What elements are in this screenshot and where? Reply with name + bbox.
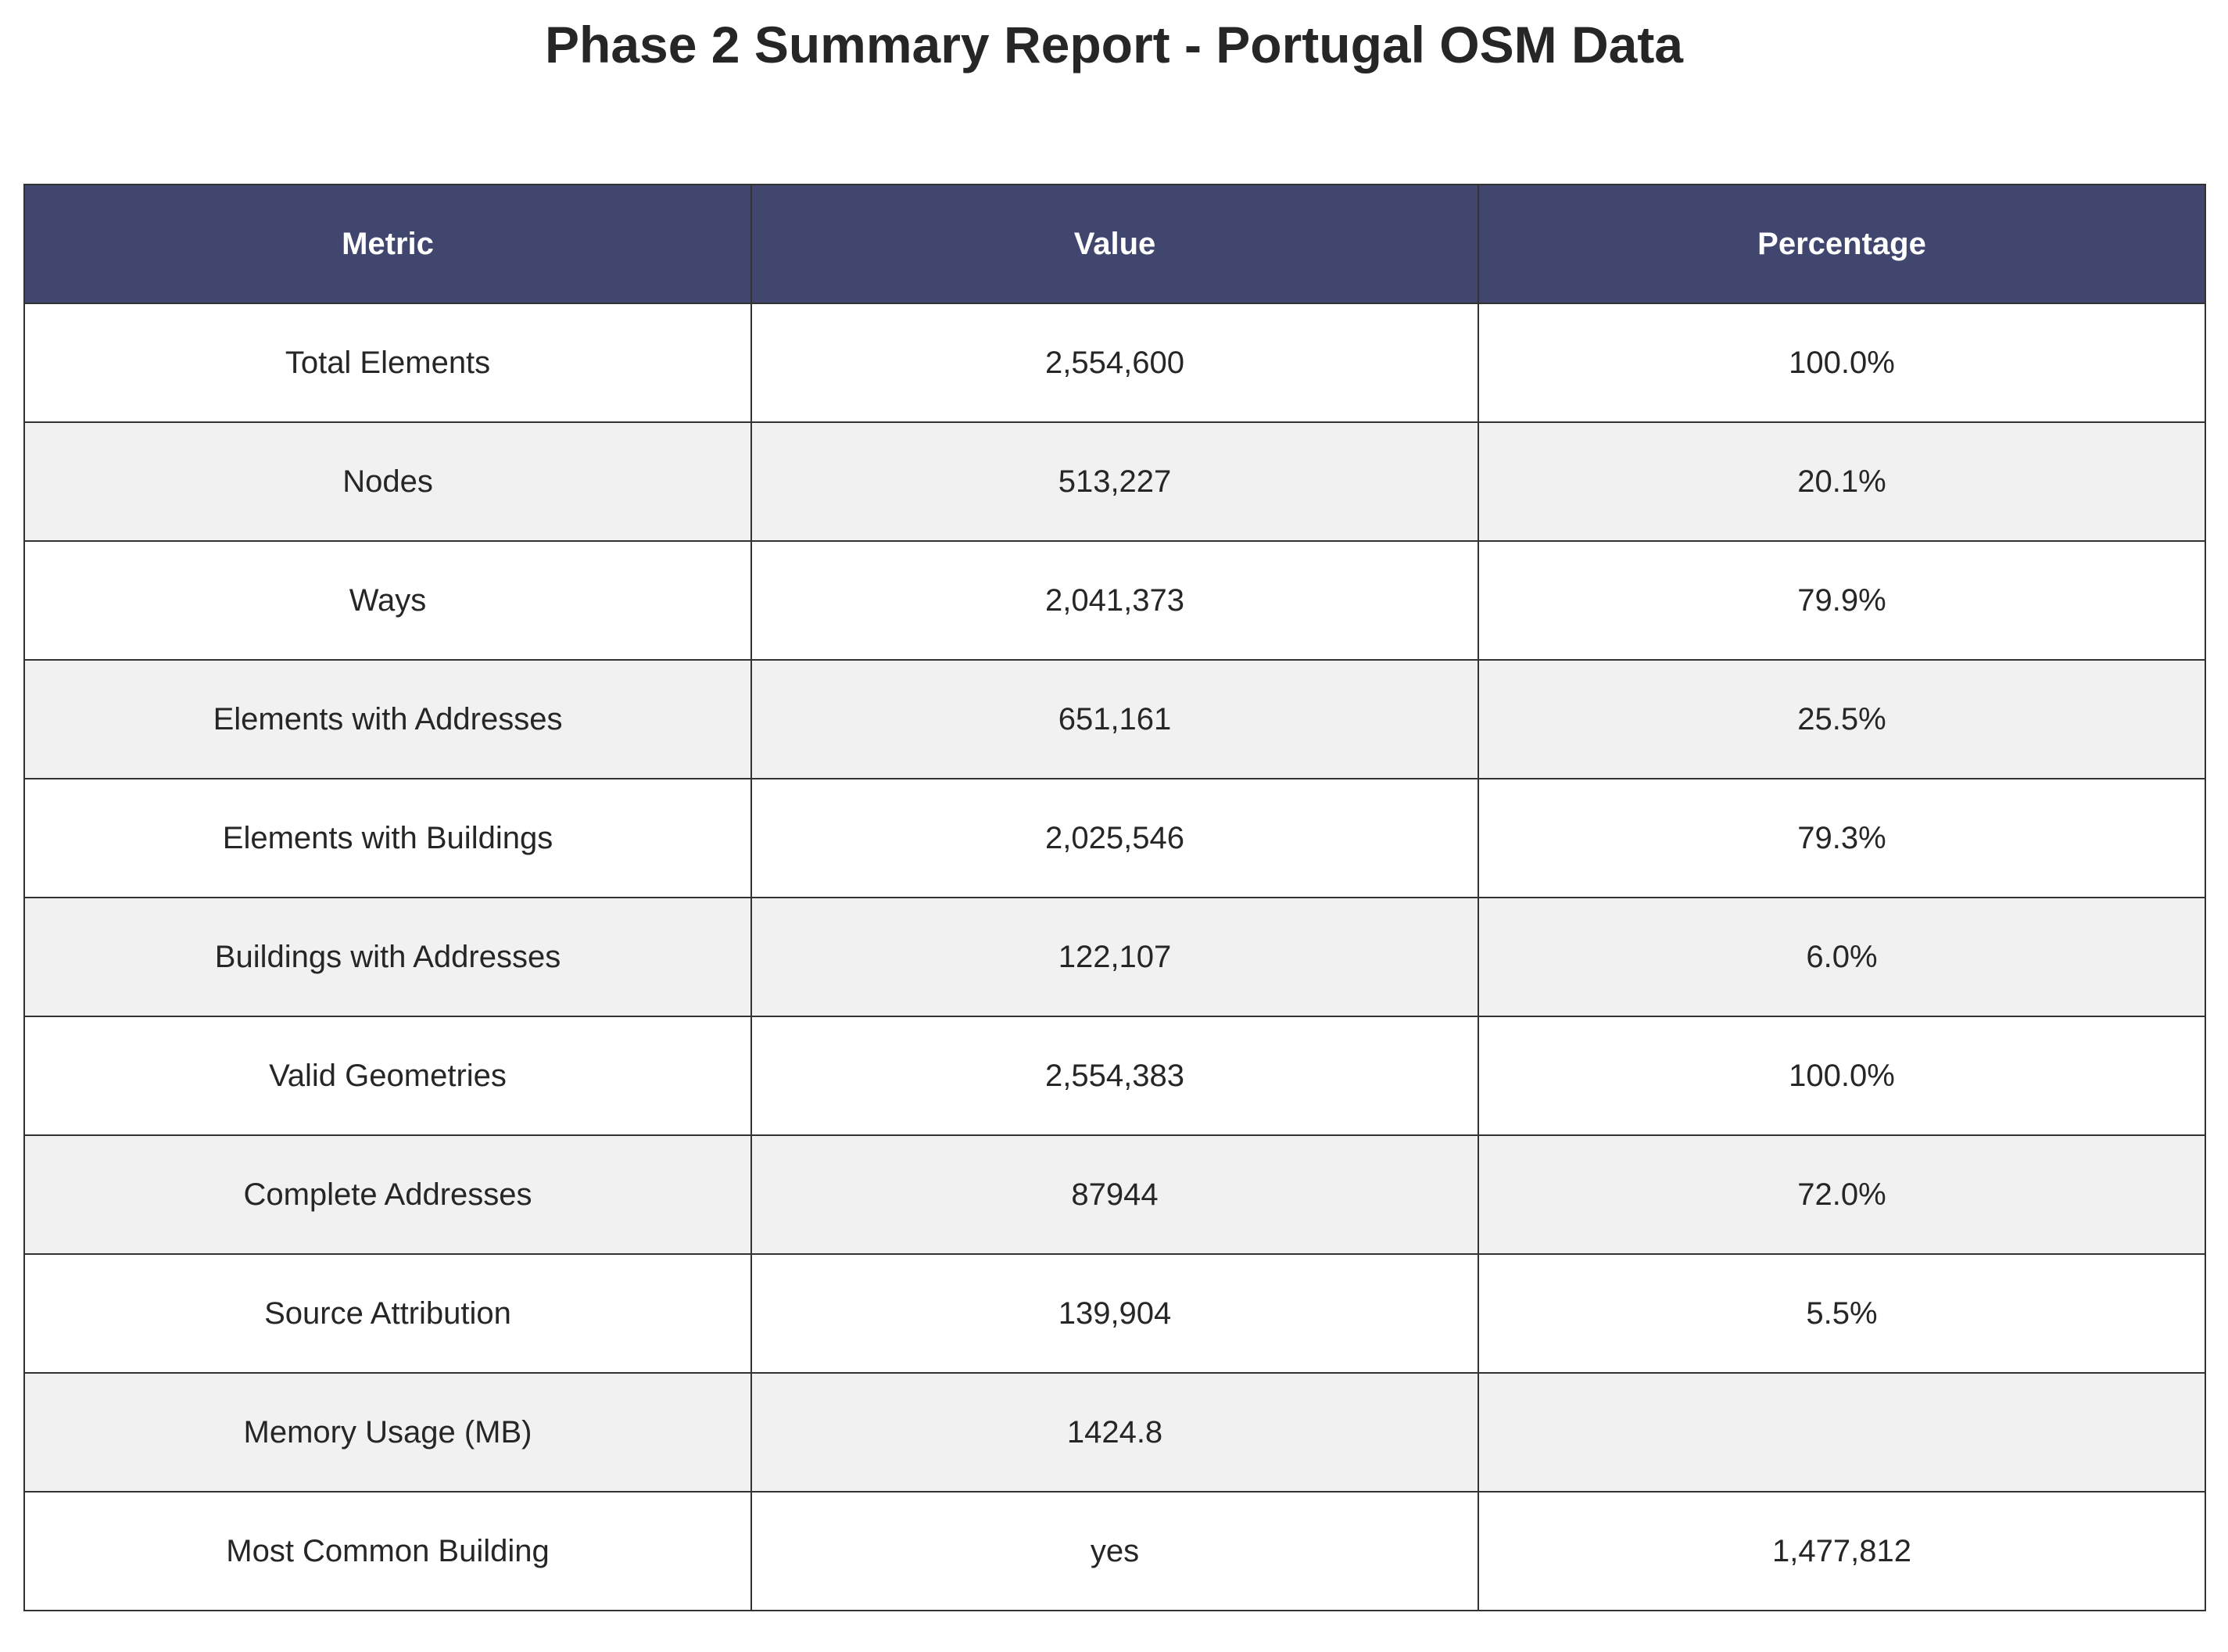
value-cell: 2,025,546 bbox=[751, 779, 1478, 898]
metric-cell: Valid Geometries bbox=[24, 1016, 751, 1135]
table-header-row: Metric Value Percentage bbox=[24, 185, 2205, 303]
percentage-cell bbox=[1478, 1373, 2205, 1492]
value-cell: 2,554,600 bbox=[751, 303, 1478, 422]
percentage-cell: 79.3% bbox=[1478, 779, 2205, 898]
table-row: Elements with Addresses 651,161 25.5% bbox=[24, 660, 2205, 779]
value-cell: 2,041,373 bbox=[751, 541, 1478, 660]
metric-cell: Ways bbox=[24, 541, 751, 660]
table-row: Elements with Buildings 2,025,546 79.3% bbox=[24, 779, 2205, 898]
report-title: Phase 2 Summary Report - Portugal OSM Da… bbox=[0, 9, 2228, 80]
value-cell: yes bbox=[751, 1492, 1478, 1611]
table-row: Ways 2,041,373 79.9% bbox=[24, 541, 2205, 660]
percentage-cell: 100.0% bbox=[1478, 1016, 2205, 1135]
value-cell: 1424.8 bbox=[751, 1373, 1478, 1492]
value-cell: 87944 bbox=[751, 1135, 1478, 1254]
table-row: Most Common Building yes 1,477,812 bbox=[24, 1492, 2205, 1611]
percentage-cell: 6.0% bbox=[1478, 898, 2205, 1016]
table-row: Nodes 513,227 20.1% bbox=[24, 422, 2205, 541]
metric-cell: Elements with Buildings bbox=[24, 779, 751, 898]
value-cell: 122,107 bbox=[751, 898, 1478, 1016]
table-row: Buildings with Addresses 122,107 6.0% bbox=[24, 898, 2205, 1016]
metric-cell: Complete Addresses bbox=[24, 1135, 751, 1254]
percentage-cell: 25.5% bbox=[1478, 660, 2205, 779]
table-body: Total Elements 2,554,600 100.0% Nodes 513,22… bbox=[24, 303, 2205, 1611]
percentage-cell: 20.1% bbox=[1478, 422, 2205, 541]
metric-cell: Most Common Building bbox=[24, 1492, 751, 1611]
percentage-cell: 100.0% bbox=[1478, 303, 2205, 422]
percentage-cell: 1,477,812 bbox=[1478, 1492, 2205, 1611]
table-row: Complete Addresses 87944 72.0% bbox=[24, 1135, 2205, 1254]
header-percentage: Percentage bbox=[1478, 185, 2205, 303]
metric-cell: Buildings with Addresses bbox=[24, 898, 751, 1016]
table-row: Total Elements 2,554,600 100.0% bbox=[24, 303, 2205, 422]
metric-cell: Source Attribution bbox=[24, 1254, 751, 1373]
percentage-cell: 79.9% bbox=[1478, 541, 2205, 660]
table-row: Valid Geometries 2,554,383 100.0% bbox=[24, 1016, 2205, 1135]
header-value: Value bbox=[751, 185, 1478, 303]
value-cell: 2,554,383 bbox=[751, 1016, 1478, 1135]
value-cell: 139,904 bbox=[751, 1254, 1478, 1373]
summary-table: Metric Value Percentage Total Elements 2,… bbox=[23, 184, 2206, 1611]
table-row: Source Attribution 139,904 5.5% bbox=[24, 1254, 2205, 1373]
value-cell: 651,161 bbox=[751, 660, 1478, 779]
metric-cell: Memory Usage (MB) bbox=[24, 1373, 751, 1492]
percentage-cell: 72.0% bbox=[1478, 1135, 2205, 1254]
metric-cell: Nodes bbox=[24, 422, 751, 541]
table-row: Memory Usage (MB) 1424.8 bbox=[24, 1373, 2205, 1492]
metric-cell: Total Elements bbox=[24, 303, 751, 422]
metric-cell: Elements with Addresses bbox=[24, 660, 751, 779]
percentage-cell: 5.5% bbox=[1478, 1254, 2205, 1373]
value-cell: 513,227 bbox=[751, 422, 1478, 541]
header-metric: Metric bbox=[24, 185, 751, 303]
